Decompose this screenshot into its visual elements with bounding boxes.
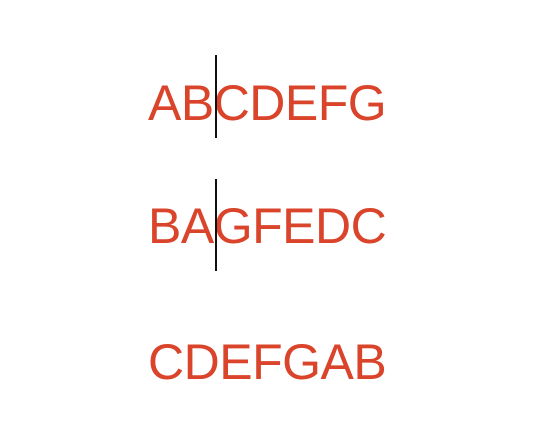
text-cursor-2	[215, 179, 217, 271]
text-line-3: CDEFGAB	[148, 334, 387, 390]
text-line-1: ABCDEFG	[148, 75, 387, 131]
text-line-2: BAGFEDC	[148, 198, 387, 254]
text-cursor-1	[215, 55, 217, 138]
